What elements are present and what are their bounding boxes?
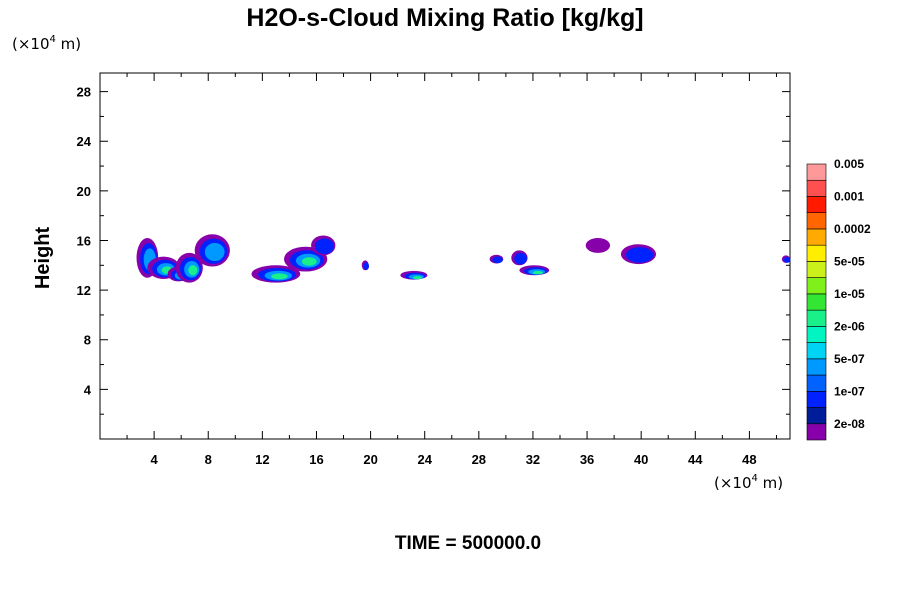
cloud-contour — [585, 238, 611, 253]
legend-label: 1e-05 — [834, 287, 865, 301]
cloud-cell — [585, 238, 611, 253]
cloud-contour — [363, 262, 370, 270]
legend-swatch — [806, 261, 827, 278]
cloud-cell — [511, 250, 528, 266]
x-unit-label: (×104 m) — [714, 473, 783, 492]
y-tick-label: 16 — [77, 233, 91, 248]
legend-swatch — [806, 358, 827, 376]
cloud-cell — [361, 260, 370, 271]
x-tick-label: 20 — [363, 452, 377, 467]
y-axis-ticks: 4 8 12 16 20 24 28 — [77, 85, 790, 415]
legend-swatch — [806, 407, 827, 425]
legend-label: 0.005 — [834, 157, 864, 171]
legend-label: 1e-07 — [834, 384, 865, 398]
cloud-contour — [271, 273, 288, 280]
cloud-contour — [188, 265, 198, 276]
x-tick-label: 16 — [309, 452, 323, 467]
y-tick-label: 8 — [84, 333, 91, 348]
cloud-cell — [781, 255, 791, 263]
legend-swatch — [806, 423, 827, 441]
chart-title: H2O-s-Cloud Mixing Ratio [kg/kg] — [246, 4, 643, 32]
legend-label: 0.001 — [834, 189, 864, 203]
cloud-contour — [492, 256, 503, 264]
cloud-cell — [620, 244, 657, 265]
cloud-contour — [314, 238, 334, 254]
legend-swatch — [806, 326, 827, 343]
cloud-contour — [532, 270, 543, 275]
legend-swatch — [806, 179, 827, 197]
y-unit-suffix: m) — [56, 35, 81, 53]
y-unit-prefix: (×10 — [12, 35, 50, 53]
x-tick-label: 32 — [526, 452, 540, 467]
x-unit-suffix: m) — [758, 474, 783, 492]
y-unit-label: (×104 m) — [12, 34, 81, 53]
y-tick-label: 12 — [77, 283, 91, 298]
y-tick-label: 4 — [84, 382, 92, 397]
y-tick-label: 20 — [77, 184, 91, 199]
cloud-cell — [519, 265, 550, 276]
legend-swatch — [806, 342, 827, 360]
legend-swatch — [806, 196, 827, 214]
legend-swatch — [806, 374, 827, 392]
x-tick-label: 40 — [634, 452, 648, 467]
x-unit-exponent: 4 — [752, 473, 758, 484]
x-unit-prefix: (×10 — [714, 474, 752, 492]
x-tick-label: 36 — [580, 452, 594, 467]
y-axis-label: Height — [32, 227, 54, 290]
x-tick-label: 4 — [151, 452, 159, 467]
y-tick-label: 28 — [77, 85, 91, 100]
y-tick-label: 24 — [77, 134, 92, 149]
cloud-contour — [301, 257, 317, 266]
legend-label: 5e-07 — [834, 352, 865, 366]
legend-label: 2e-06 — [834, 319, 865, 333]
cloud-contour — [625, 247, 654, 263]
x-tick-label: 8 — [205, 452, 212, 467]
time-label: TIME = 500000.0 — [395, 533, 541, 554]
x-tick-label: 48 — [742, 452, 756, 467]
legend-label: 0.0002 — [834, 222, 871, 236]
legend-swatch — [806, 163, 827, 181]
legend-swatch — [806, 277, 827, 295]
cloud-contour — [412, 276, 423, 280]
legend-swatch — [806, 390, 827, 408]
x-tick-label: 28 — [472, 452, 486, 467]
cloud-cell — [400, 270, 428, 280]
cloud-cell — [489, 254, 504, 264]
legend-label: 5e-05 — [834, 254, 865, 268]
x-tick-label: 12 — [255, 452, 269, 467]
cloud-contour — [514, 252, 527, 265]
legend-swatch — [806, 244, 827, 262]
cloud-contour — [204, 242, 225, 262]
x-tick-label: 24 — [417, 452, 432, 467]
cloud-field — [136, 234, 791, 283]
y-unit-exponent: 4 — [50, 34, 56, 45]
legend-swatch — [806, 228, 827, 246]
legend-swatch — [806, 293, 827, 311]
legend-label: 2e-08 — [834, 417, 865, 431]
legend-swatch — [806, 212, 827, 230]
cloud-contour — [783, 256, 791, 263]
color-legend: 2e-08 1e-07 5e-07 2e-06 1e-05 5e-05 0.0002 0.00… — [806, 157, 871, 441]
cloud-cell — [194, 234, 230, 267]
cloud-cell — [311, 235, 336, 256]
cloud-cell — [251, 265, 301, 283]
x-axis-ticks: 4 8 12 16 20 24 28 32 36 40 44 48 — [126, 73, 777, 467]
x-tick-label: 44 — [688, 452, 703, 467]
legend-swatch — [806, 309, 827, 327]
cloud-cell — [175, 252, 203, 283]
